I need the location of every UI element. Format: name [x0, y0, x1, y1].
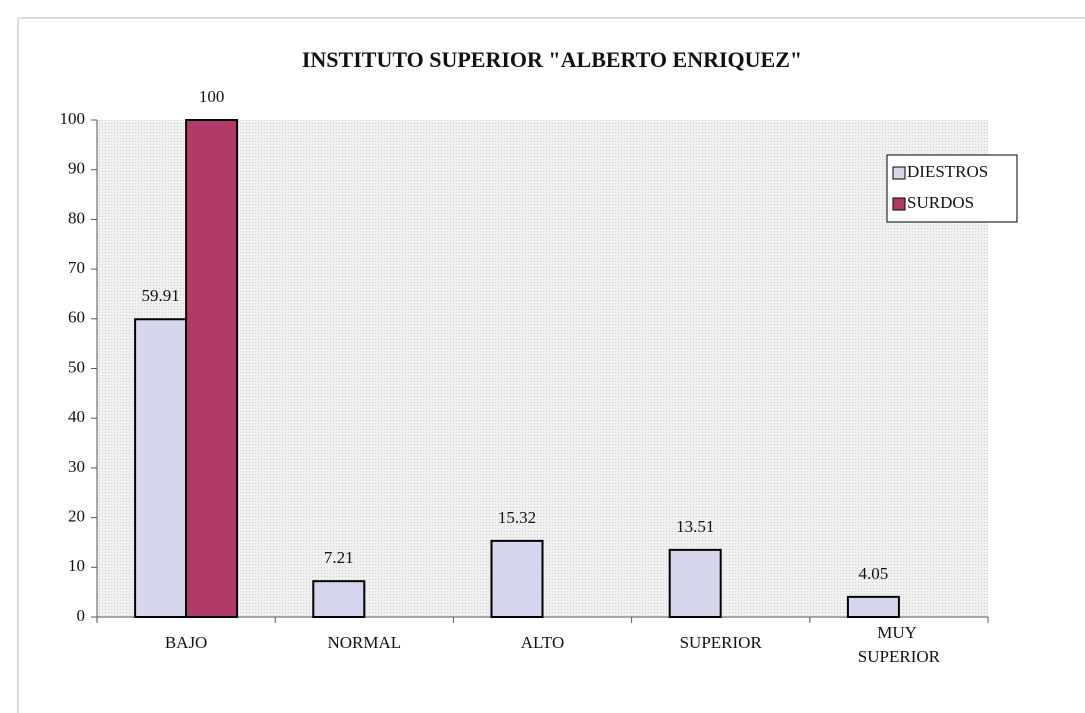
y-tick-label: 30 [68, 457, 85, 476]
legend-box [886, 154, 1018, 223]
x-tick-label: MUY SUPERIOR [858, 623, 941, 666]
y-tick-label: 70 [68, 258, 85, 277]
x-tick-label: NORMAL [327, 633, 401, 652]
y-tick-label: 10 [68, 556, 85, 575]
label-line: MUY [877, 623, 920, 642]
legend-swatch [892, 166, 906, 180]
plot-area [97, 120, 988, 617]
label-line: SUPERIOR [858, 647, 941, 666]
bar [668, 548, 722, 618]
x-tick-label: BAJO [165, 633, 208, 652]
legend-label: DIESTROS [907, 162, 988, 181]
y-tick-label: 40 [68, 407, 85, 426]
data-label: 7.21 [324, 548, 354, 567]
y-tick-label: 100 [60, 109, 86, 128]
data-label: 100 [199, 87, 225, 106]
data-label: 4.05 [859, 564, 889, 583]
bar [490, 539, 544, 619]
bar [846, 595, 900, 619]
data-label: 59.91 [141, 286, 179, 305]
data-label: 13.51 [676, 517, 714, 536]
y-tick-label: 60 [68, 308, 85, 327]
bar [312, 580, 366, 619]
bar [185, 119, 239, 618]
data-label: 15.32 [498, 508, 536, 527]
y-tick-label: 50 [68, 357, 85, 376]
x-tick-label: ALTO [521, 633, 564, 652]
legend-label: SURDOS [907, 193, 974, 212]
y-tick-label: 90 [68, 159, 85, 178]
y-tick-label: 80 [68, 208, 85, 227]
chart-title: INSTITUTO SUPERIOR "ALBERTO ENRIQUEZ" [302, 47, 802, 72]
y-tick-label: 20 [68, 507, 85, 526]
bar [134, 318, 188, 618]
y-tick-label: 0 [77, 606, 86, 625]
x-tick-label: SUPERIOR [680, 633, 763, 652]
legend-swatch [892, 197, 906, 211]
